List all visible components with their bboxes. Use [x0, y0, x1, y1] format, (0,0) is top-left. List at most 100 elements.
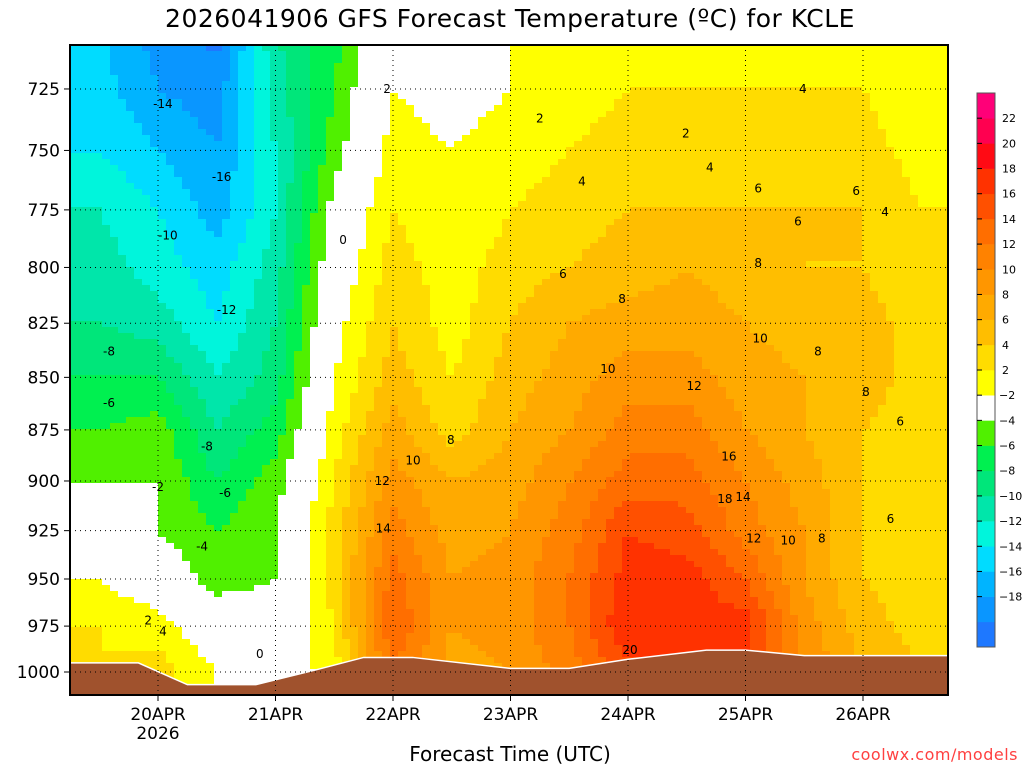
- temp-cell: [70, 369, 79, 376]
- temp-cell: [230, 171, 239, 178]
- temp-cell: [174, 627, 183, 634]
- temp-cell: [382, 255, 391, 262]
- temp-cell: [150, 63, 159, 70]
- temp-cell: [326, 585, 335, 592]
- temp-cell: [302, 399, 311, 406]
- temp-cell: [262, 261, 271, 268]
- temp-cell: [374, 567, 383, 574]
- temp-cell: [430, 75, 439, 82]
- temp-cell: [294, 471, 303, 478]
- temp-cell: [366, 321, 375, 328]
- temp-cell: [134, 81, 143, 88]
- temp-cell: [246, 51, 255, 58]
- temp-cell: [102, 369, 111, 376]
- temp-cell: [134, 135, 143, 142]
- temp-cell: [390, 513, 399, 520]
- temp-cell: [302, 549, 311, 556]
- temp-cell: [94, 453, 103, 460]
- temp-cell: [222, 513, 231, 520]
- temp-cell: [174, 483, 183, 490]
- temp-cell: [350, 153, 359, 160]
- temp-cell: [110, 639, 119, 646]
- temp-cell: [78, 651, 87, 658]
- temp-cell: [158, 171, 167, 178]
- temp-cell: [366, 111, 375, 118]
- temp-cell: [406, 639, 415, 646]
- temp-cell: [190, 81, 199, 88]
- temp-cell: [238, 291, 247, 298]
- temp-cell: [166, 429, 175, 436]
- temp-cell: [190, 237, 199, 244]
- temp-cell: [326, 303, 335, 310]
- temp-cell: [350, 315, 359, 322]
- temp-cell: [222, 273, 231, 280]
- temp-cell: [134, 573, 143, 580]
- temp-cell: [350, 81, 359, 88]
- temp-cell: [86, 321, 95, 328]
- temp-cell: [182, 321, 191, 328]
- temp-cell: [238, 531, 247, 538]
- temp-cell: [422, 399, 431, 406]
- temp-cell: [182, 267, 191, 274]
- temp-cell: [134, 261, 143, 268]
- temp-cell: [142, 507, 151, 514]
- temp-cell: [406, 69, 415, 76]
- temp-cell: [294, 153, 303, 160]
- temp-cell: [182, 87, 191, 94]
- temp-cell: [198, 351, 207, 358]
- temp-cell: [70, 183, 79, 190]
- temp-cell: [150, 645, 159, 652]
- temp-cell: [150, 579, 159, 586]
- temp-cell: [174, 315, 183, 322]
- temp-cell: [318, 147, 327, 154]
- temp-cell: [134, 297, 143, 304]
- temp-cell: [366, 183, 375, 190]
- temp-cell: [254, 483, 263, 490]
- temp-cell: [294, 459, 303, 466]
- temp-cell: [374, 165, 383, 172]
- temp-cell: [198, 435, 207, 442]
- temp-cell: [190, 345, 199, 352]
- temp-cell: [422, 255, 431, 262]
- temp-cell: [414, 453, 423, 460]
- temp-cell: [158, 663, 167, 670]
- temp-cell: [166, 87, 175, 94]
- temp-cell: [198, 645, 207, 652]
- temp-cell: [86, 231, 95, 238]
- temp-cell: [390, 375, 399, 382]
- temp-cell: [390, 117, 399, 124]
- temp-cell: [230, 651, 239, 658]
- temp-cell: [222, 183, 231, 190]
- temp-cell: [158, 243, 167, 250]
- temp-cell: [150, 369, 159, 376]
- temp-cell: [246, 477, 255, 484]
- temp-cell: [238, 213, 247, 220]
- temp-cell: [150, 387, 159, 394]
- temp-cell: [302, 609, 311, 616]
- temp-cell: [318, 483, 327, 490]
- temp-cell: [174, 309, 183, 316]
- temp-cell: [270, 303, 279, 310]
- temp-cell: [142, 255, 151, 262]
- temp-cell: [398, 507, 407, 514]
- temp-cell: [398, 633, 407, 640]
- temp-cell: [326, 573, 335, 580]
- temp-cell: [254, 237, 263, 244]
- temp-cell: [390, 183, 399, 190]
- temp-cell: [358, 429, 367, 436]
- temp-cell: [214, 273, 223, 280]
- temp-cell: [254, 201, 263, 208]
- temp-cell: [198, 141, 207, 148]
- temp-cell: [78, 303, 87, 310]
- temp-cell: [366, 99, 375, 106]
- temp-cell: [326, 633, 335, 640]
- temp-cell: [142, 45, 151, 52]
- temp-cell: [390, 465, 399, 472]
- temp-cell: [254, 357, 263, 364]
- temp-cell: [358, 387, 367, 394]
- temp-cell: [382, 261, 391, 268]
- temp-cell: [318, 573, 327, 580]
- temp-cell: [254, 243, 263, 250]
- temp-cell: [246, 153, 255, 160]
- temp-cell: [366, 195, 375, 202]
